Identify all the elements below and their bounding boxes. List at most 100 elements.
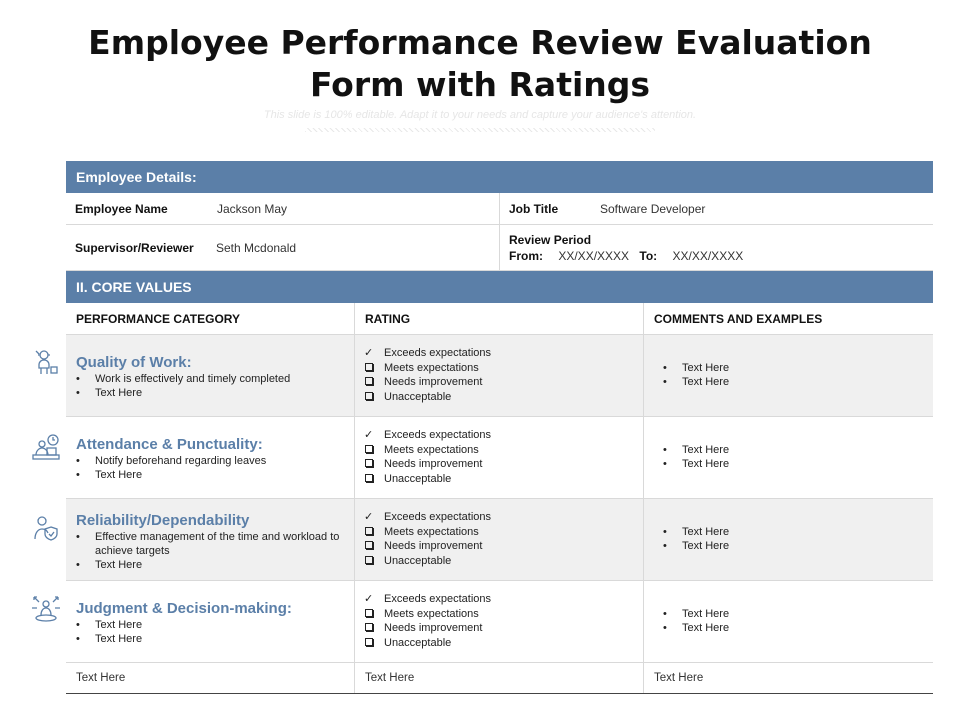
rating-options: ✓ Exceeds expectations Meets expectations N… xyxy=(364,346,624,404)
checkbox-icon[interactable] xyxy=(364,607,379,622)
column-divider xyxy=(499,225,500,270)
supervisor-label-text: Supervisor/Reviewer xyxy=(75,240,194,255)
footer-cell-1: Text Here xyxy=(76,672,126,684)
list-item: Effective management of the time and wor… xyxy=(76,530,346,558)
header-performance-category: PERFORMANCE CATEGORY xyxy=(76,311,241,326)
checkmark-icon[interactable]: ✓ xyxy=(364,593,374,605)
rating-option-label: Needs improvement xyxy=(384,458,483,470)
rating-option-label: Unacceptable xyxy=(384,554,452,567)
worker-icon xyxy=(30,347,62,379)
list-item: Text Here xyxy=(76,632,346,646)
checkbox-icon[interactable] xyxy=(364,554,379,569)
checkmark-icon[interactable]: ✓ xyxy=(364,347,374,359)
person-at-desk-clock-icon xyxy=(30,433,62,465)
decision-person-arrows-icon xyxy=(30,593,62,625)
checkbox-icon[interactable] xyxy=(364,525,379,540)
employee-details-header: Employee Details: xyxy=(66,161,933,193)
footer-cell-3: Text Here xyxy=(654,672,704,684)
rating-options: ✓ Exceeds expectations Meets expectations N… xyxy=(364,510,624,568)
job-title-value-text: Software Developer xyxy=(600,201,706,216)
column-divider xyxy=(354,303,355,334)
to-label: To: xyxy=(639,249,658,263)
person-with-shield-icon xyxy=(30,513,62,545)
list-item: Text Here xyxy=(76,618,346,632)
rating-option[interactable]: Unacceptable xyxy=(364,636,624,651)
rating-option-label: Needs improvement xyxy=(384,540,483,552)
rating-option[interactable]: Needs improvement xyxy=(364,375,624,390)
rating-option[interactable]: Needs improvement xyxy=(364,539,624,554)
table-row: Judgment & Decision-making:Text HereText… xyxy=(66,581,933,663)
category-title: Reliability/Dependability xyxy=(76,512,250,529)
list-item: Text Here xyxy=(76,468,346,482)
rating-option[interactable]: ✓ Exceeds expectations xyxy=(364,346,624,361)
employee-row-2: Supervisor/Reviewer Seth Mcdonald Review… xyxy=(66,225,933,271)
category-title: Attendance & Punctuality: xyxy=(76,436,263,453)
list-item: Text Here xyxy=(76,386,346,400)
job-title-label-text: Job Title xyxy=(509,201,559,216)
page-title: Employee Performance Review Evaluation F… xyxy=(0,22,960,106)
checkmark-icon[interactable]: ✓ xyxy=(364,511,374,523)
rating-option[interactable]: Unacceptable xyxy=(364,390,624,405)
category-cell: Quality of Work:Work is effectively and … xyxy=(76,354,346,400)
rating-option[interactable]: Unacceptable xyxy=(364,554,624,569)
checkbox-icon[interactable] xyxy=(364,636,379,651)
rating-option-label: Needs improvement xyxy=(384,376,483,388)
category-cell: Reliability/DependabilityEffective manag… xyxy=(76,512,346,572)
rating-option-label: Needs improvement xyxy=(384,622,483,634)
category-title: Judgment & Decision-making: xyxy=(76,600,292,617)
rating-option-label: Unacceptable xyxy=(384,472,452,485)
checkbox-icon[interactable] xyxy=(364,539,379,554)
list-item: Text Here xyxy=(663,539,923,553)
checkbox-icon[interactable] xyxy=(364,361,379,376)
rating-option[interactable]: Unacceptable xyxy=(364,472,624,487)
rating-option-label: Unacceptable xyxy=(384,390,452,403)
job-title-label: Job Title xyxy=(509,193,558,224)
rating-option-label: Meets expectations xyxy=(384,607,479,620)
column-divider xyxy=(643,581,644,662)
table-row: Quality of Work:Work is effectively and … xyxy=(66,335,933,417)
rating-option-label: Exceeds expectations xyxy=(384,511,492,523)
column-divider xyxy=(354,663,355,693)
review-period-label: Review Period xyxy=(509,233,592,247)
list-item: Text Here xyxy=(663,621,923,635)
list-item: Text Here xyxy=(663,525,923,539)
category-bullets: Work is effectively and timely completed… xyxy=(76,372,346,400)
checkbox-icon[interactable] xyxy=(364,390,379,405)
rating-option[interactable]: ✓ Exceeds expectations xyxy=(364,592,624,607)
list-item: Text Here xyxy=(663,457,923,471)
rating-option[interactable]: Meets expectations xyxy=(364,361,624,376)
checkbox-icon[interactable] xyxy=(364,457,379,472)
rating-option[interactable]: Meets expectations xyxy=(364,443,624,458)
supervisor-label: Supervisor/Reviewer xyxy=(75,225,194,270)
rating-option[interactable]: ✓ Exceeds expectations xyxy=(364,428,624,443)
column-divider xyxy=(354,335,355,416)
checkmark-icon[interactable]: ✓ xyxy=(364,429,374,441)
checkbox-icon[interactable] xyxy=(364,472,379,487)
category-title: Quality of Work: xyxy=(76,354,192,371)
checkbox-icon[interactable] xyxy=(364,443,379,458)
rating-option[interactable]: Meets expectations xyxy=(364,525,624,540)
supervisor-value: Seth Mcdonald xyxy=(216,225,296,270)
list-item: Text Here xyxy=(663,607,923,621)
rating-option-label: Exceeds expectations xyxy=(384,593,492,605)
list-item: Text Here xyxy=(663,375,923,389)
rating-option[interactable]: ✓ Exceeds expectations xyxy=(364,510,624,525)
checkbox-icon[interactable] xyxy=(364,621,379,636)
category-cell: Attendance & Punctuality:Notify beforeha… xyxy=(76,436,346,482)
footer-cell-2: Text Here xyxy=(365,672,415,684)
rating-option[interactable]: Needs improvement xyxy=(364,621,624,636)
rating-option[interactable]: Needs improvement xyxy=(364,457,624,472)
employee-name-value-text: Jackson May xyxy=(217,201,288,216)
table-row: Reliability/DependabilityEffective manag… xyxy=(66,499,933,581)
list-item: Text Here xyxy=(663,443,923,457)
list-item: Text Here xyxy=(663,361,923,375)
rating-option-label: Meets expectations xyxy=(384,443,479,456)
checkbox-icon[interactable] xyxy=(364,375,379,390)
list-item: Text Here xyxy=(76,558,346,572)
rating-option[interactable]: Meets expectations xyxy=(364,607,624,622)
